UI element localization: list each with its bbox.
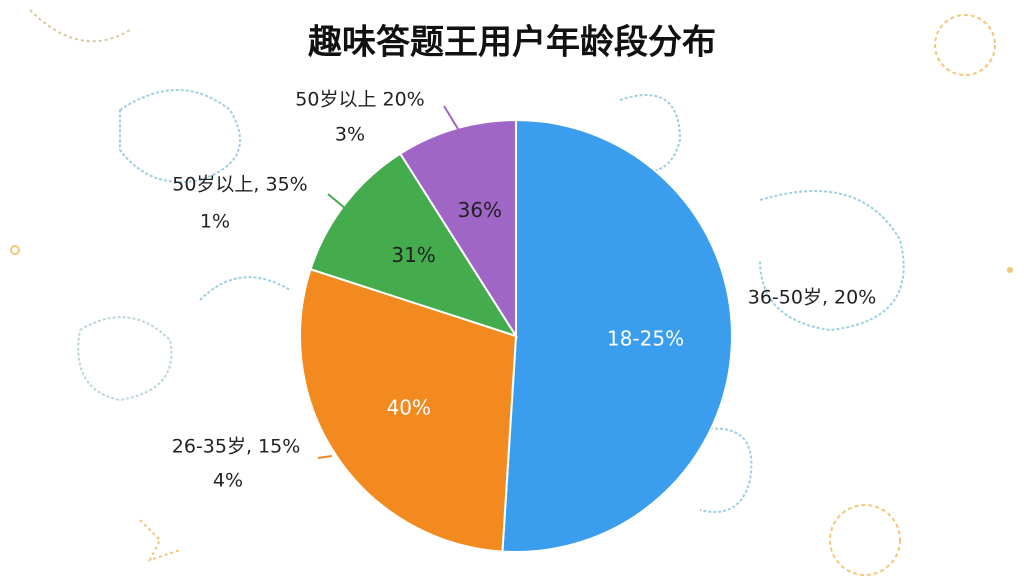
slice-label: 36% (458, 198, 502, 222)
leader-line (317, 455, 333, 459)
outer-label: 3% (335, 124, 365, 146)
outer-label: 50岁以上 20% (295, 89, 424, 111)
slice-label: 40% (387, 395, 431, 419)
leader-line (327, 193, 353, 215)
chart-title: 趣味答题王用户年龄段分布 (308, 23, 716, 63)
outer-label: 50岁以上, 35% (172, 174, 308, 196)
pie-slice (299, 267, 518, 553)
slice-label: 31% (391, 243, 435, 267)
outer-label: 36-50岁, 20% (748, 287, 877, 309)
outer-label: 4% (213, 470, 243, 492)
pie-slice (309, 152, 519, 338)
outer-label: 1% (200, 211, 230, 233)
background-doodles (10, 9, 1013, 576)
slice-label: 18-25% (607, 327, 684, 351)
outer-label: 26-35岁, 15% (172, 436, 301, 458)
pie-slice (398, 118, 517, 340)
leader-line (443, 105, 467, 143)
pie-slice (501, 118, 733, 553)
